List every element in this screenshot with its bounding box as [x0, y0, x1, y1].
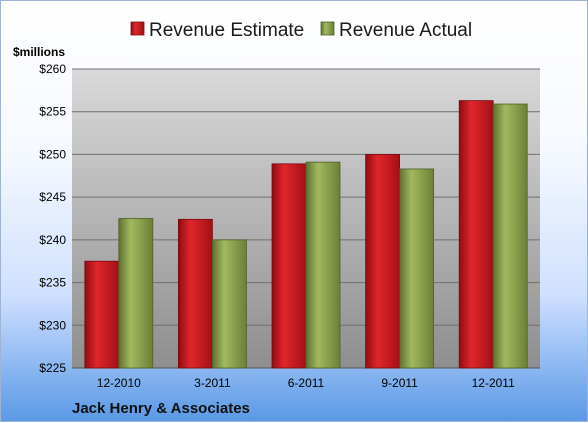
y-tick-label: $260: [39, 62, 66, 76]
x-tick-label: 12-2011: [472, 376, 515, 390]
y-tick-label: $230: [39, 318, 66, 332]
bar-revenue-estimate: [84, 260, 120, 369]
x-tick-label: 9-2011: [381, 376, 418, 390]
bar-revenue-actual: [211, 239, 247, 369]
x-tick-label: 12-2010: [97, 376, 141, 390]
company-name: Jack Henry & Associates: [72, 400, 250, 417]
bars: [84, 100, 528, 369]
bar-revenue-actual: [492, 103, 528, 369]
legend-swatch-actual: [320, 21, 335, 36]
y-tick-label: $250: [39, 147, 66, 161]
legend-swatch-estimate: [130, 21, 145, 36]
legend: Revenue Estimate Revenue Actual: [130, 20, 472, 41]
y-tick-label: $225: [39, 361, 66, 375]
bar-revenue-actual: [399, 168, 435, 369]
y-tick-label: $240: [39, 233, 66, 247]
y-axis-ticks: $225 $230 $235 $240 $245 $250 $255 $260: [39, 62, 66, 375]
x-axis-ticks: 12-2010 3-2011 6-2011 9-2011 12-2011: [97, 376, 515, 390]
bar-revenue-estimate: [458, 100, 494, 369]
y-tick-label: $235: [39, 276, 66, 290]
legend-label-actual: Revenue Actual: [339, 20, 472, 41]
x-tick-label: 6-2011: [288, 376, 325, 390]
bar-revenue-estimate: [177, 218, 213, 369]
bar-revenue-estimate: [271, 163, 307, 369]
bar-revenue-actual: [305, 161, 341, 369]
bar-revenue-estimate: [365, 154, 401, 369]
y-tick-label: $245: [39, 190, 66, 204]
y-axis-label: $millions: [13, 45, 65, 59]
y-tick-label: $255: [39, 105, 66, 119]
legend-label-estimate: Revenue Estimate: [149, 20, 304, 41]
x-tick-label: 3-2011: [194, 376, 231, 390]
bar-revenue-actual: [118, 218, 154, 369]
